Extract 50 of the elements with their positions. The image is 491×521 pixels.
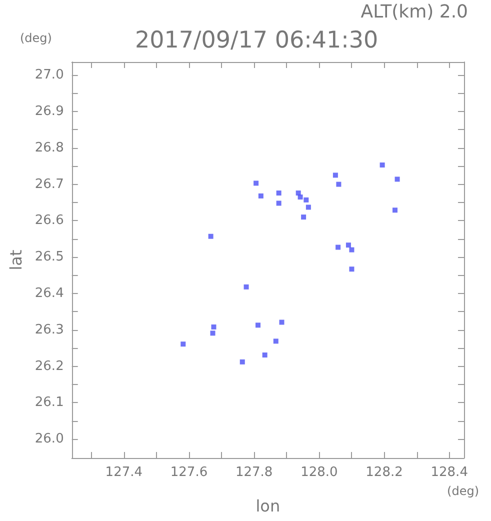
point: [276, 190, 282, 196]
point: [298, 194, 303, 200]
y-tick-label: 26.3: [34, 322, 64, 338]
x-tick-label: 127.4: [105, 465, 143, 480]
point: [336, 244, 341, 250]
x-axis-title: lon: [256, 496, 280, 516]
x-tick-label: 128.4: [430, 465, 468, 480]
y-tick-label: 26.7: [34, 176, 64, 192]
point: [346, 242, 351, 248]
point: [349, 266, 354, 272]
text: (deg): [20, 31, 52, 45]
point: [208, 234, 214, 239]
point: [380, 162, 385, 168]
point: [244, 284, 249, 290]
point: [211, 324, 216, 330]
chart-title: 2017/09/17 06:41:30: [135, 28, 378, 54]
point: [279, 320, 284, 325]
x-tick-label: 128.2: [366, 465, 403, 480]
point: [306, 204, 311, 210]
y-tick-label: 26.4: [34, 286, 64, 301]
chart-subtitle: ALT(km) 2.0: [360, 2, 468, 22]
point: [304, 197, 309, 202]
point: [336, 182, 342, 187]
point: [240, 359, 245, 364]
y-tick-label: 26.6: [34, 213, 64, 228]
point: [180, 342, 186, 347]
y-tick-label: 26.2: [34, 358, 64, 374]
y-tick-label: 26.0: [34, 432, 64, 447]
point: [301, 214, 306, 220]
y-tick-label: 27.0: [34, 68, 64, 83]
x-tick-label: 127.8: [235, 465, 273, 480]
y-tick-label: 26.1: [34, 395, 64, 410]
x-tick-label: 127.6: [170, 465, 208, 480]
point: [392, 208, 398, 213]
x-tick-label: 128.0: [300, 465, 338, 480]
point: [276, 200, 282, 206]
point: [210, 330, 216, 336]
point: [258, 193, 264, 198]
y-tick-label: 26.5: [34, 250, 64, 265]
point: [394, 176, 400, 182]
point: [273, 338, 278, 344]
y-tick-label: 26.8: [34, 140, 64, 156]
y-tick-label: 26.9: [34, 104, 64, 119]
text: (deg): [447, 484, 480, 498]
y-axis-title: lat: [6, 250, 26, 270]
point: [255, 322, 260, 328]
point: [254, 180, 259, 186]
point: [262, 352, 268, 358]
point: [349, 247, 354, 252]
point: [332, 172, 338, 178]
